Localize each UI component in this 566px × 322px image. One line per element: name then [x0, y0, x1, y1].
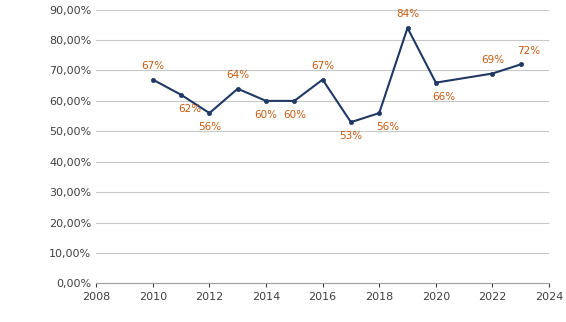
Text: 72%: 72%: [517, 45, 541, 55]
Text: 60%: 60%: [283, 110, 306, 120]
Text: 67%: 67%: [311, 61, 334, 71]
Text: 56%: 56%: [376, 122, 399, 132]
Text: 66%: 66%: [432, 91, 456, 101]
Text: 60%: 60%: [255, 110, 277, 120]
Text: 64%: 64%: [226, 70, 249, 80]
Text: 62%: 62%: [178, 104, 201, 114]
Text: 69%: 69%: [481, 55, 504, 65]
Text: 53%: 53%: [340, 131, 362, 141]
Text: 84%: 84%: [396, 9, 419, 19]
Text: 56%: 56%: [198, 122, 221, 132]
Text: 67%: 67%: [142, 61, 164, 71]
